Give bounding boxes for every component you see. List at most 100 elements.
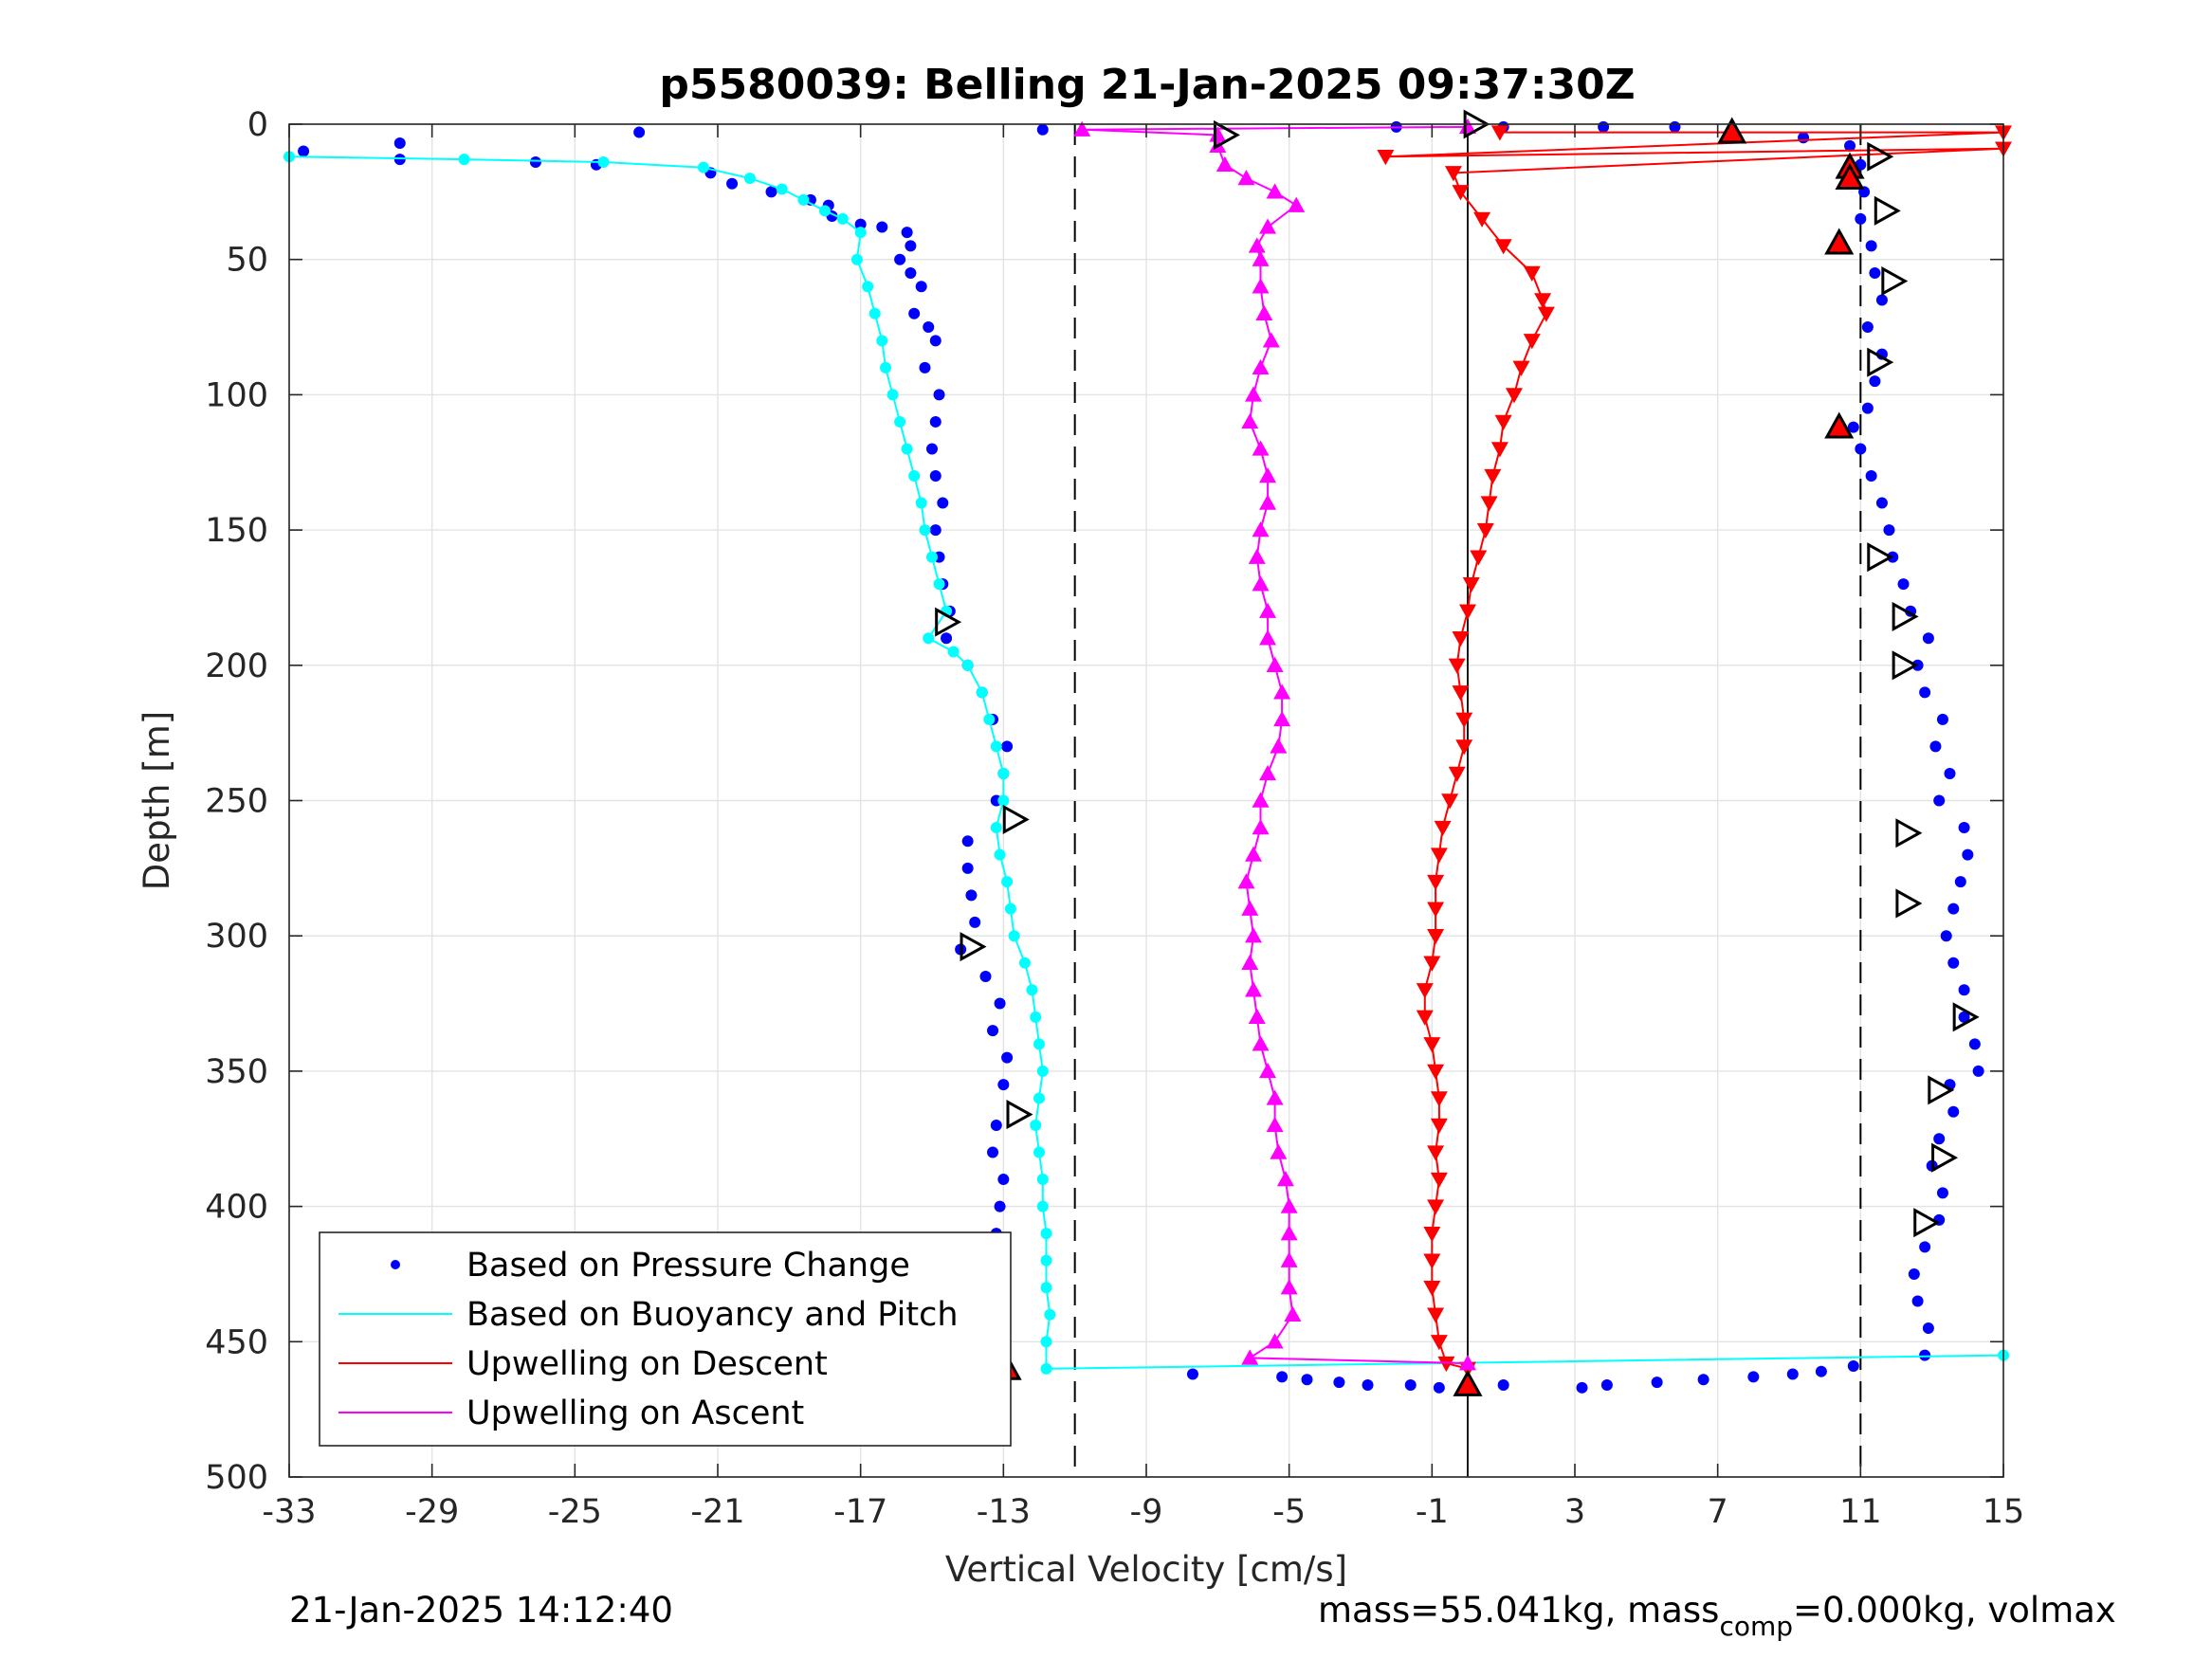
open-triangle-marker [1895,888,1923,919]
ascent-upwelling-point [1241,412,1259,429]
red-triangle-marker [1453,1369,1483,1396]
x-tick-label: -21 [690,1493,744,1531]
buoyancy-point [919,524,931,537]
ascent-upwelling-point [1266,1116,1284,1133]
buoyancy-point [915,497,927,509]
ascent-upwelling-point [1241,900,1259,916]
pressure-change-point [1847,1359,1859,1372]
x-tick-label: 11 [1839,1493,1882,1531]
mass-prefix: mass=55.041kg, mass [1318,1590,1720,1631]
descent-upwelling-point [1423,1037,1441,1053]
red-triangle-marker [1835,162,1865,190]
buoyancy-point [994,848,1006,861]
buoyancy-point [1033,1092,1045,1104]
series-upwelling-on-ascent [1073,118,1476,1371]
descent-upwelling-point [1416,1010,1434,1026]
ascent-upwelling-point [1245,981,1262,997]
pressure-change-point [1186,1368,1198,1380]
buoyancy-point [1018,957,1031,969]
open-triangle-marker [935,607,962,637]
pressure-change-point [1861,402,1874,414]
descent-upwelling-point [1473,211,1491,228]
descent-upwelling-point [1427,1307,1445,1323]
open-triangle-marker [1213,119,1240,150]
x-tick-label: -17 [833,1493,887,1531]
ascent-upwelling-point [1459,118,1476,135]
buoyancy-point [983,713,996,725]
legend-box [319,1231,1012,1447]
pressure-change-point [969,916,981,928]
ascent-upwelling-point [1252,575,1270,592]
ascent-upwelling-point [1252,521,1270,538]
descent-upwelling-point [1476,522,1494,539]
ascent-upwelling-point [1266,656,1284,672]
buoyancy-point [947,646,960,658]
series-upwelling-on-descent [1377,125,2012,1377]
descent-upwelling-point [1427,1064,1445,1080]
pressure-change-point [894,253,906,265]
ascent-upwelling-point [1209,126,1227,142]
pressure-change-point [1798,132,1810,144]
pressure-change-point [1933,794,1946,807]
pressure-change-point [1865,240,1877,252]
open-triangle-marker [1002,804,1030,835]
descent-upwelling-point [1427,902,1445,918]
pressure-change-point [905,266,917,279]
pressure-change-point [929,415,941,428]
pressure-change-point [1958,822,1970,834]
ascent-upwelling-point [1255,304,1273,320]
buoyancy-point [880,361,892,374]
descent-upwelling-point [1534,293,1552,309]
ascent-upwelling-point [1248,1008,1266,1025]
pressure-change-point [1919,1241,1931,1253]
x-tick-label: 15 [1983,1493,2025,1531]
descent-upwelling-point [1430,1335,1448,1351]
open-triangle-marker [1892,650,1919,681]
ascent-upwelling-point [1259,1062,1277,1079]
series-based-on-pressure-change [298,120,1984,1394]
pressure-change-point [929,470,941,483]
descent-upwelling-point [1430,848,1448,864]
buoyancy-point [1044,1308,1056,1321]
buoyancy-point [1040,1336,1052,1348]
x-tick-label: -29 [405,1493,459,1531]
descent-upwelling-point [1441,793,1459,810]
pressure-change-point [1600,1378,1613,1391]
y-tick-label: 350 [205,1053,268,1091]
buoyancy-point [923,632,935,645]
ascent-upwelling-point [1073,120,1091,137]
pressure-change-point [1861,321,1874,334]
pressure-change-point [937,497,949,509]
descent-upwelling-point [1423,1226,1441,1243]
pressure-change-point [1962,848,1974,861]
descent-upwelling-point [1452,631,1470,647]
x-tick-label: -33 [262,1493,316,1531]
pressure-change-point [1922,1322,1934,1335]
buoyancy-point [1040,1254,1052,1267]
buoyancy-point [868,307,881,319]
buoyancy-point [1033,1038,1045,1050]
pressure-change-point [1958,1011,1970,1023]
descent-upwelling-point [1448,658,1466,674]
buoyancy-point [1001,876,1014,888]
ascent-upwelling-point [1241,954,1259,970]
buoyancy-point [908,470,921,483]
x-tick-label: -25 [548,1493,602,1531]
pressure-change-point [1869,266,1881,279]
descent-upwelling-point [1423,1253,1441,1269]
footer-mass-info: mass=55.041kg, masscomp=0.000kg, volmax [1318,1590,2116,1642]
pressure-change-point [994,997,1006,1010]
open-triangle-marker [1874,195,1901,226]
buoyancy-point [1030,1011,1042,1023]
descent-upwelling-point [1459,604,1476,620]
ascent-upwelling-point [1252,819,1270,835]
descent-upwelling-point [1423,1281,1441,1297]
pressure-change-point [1933,1133,1946,1145]
ascent-upwelling-point [1280,1251,1298,1267]
buoyancy-point [1036,1065,1049,1077]
red-triangle-marker [1824,228,1855,255]
ascent-upwelling-point [1459,1355,1476,1371]
x-tick-label: 3 [1564,1493,1585,1531]
buoyancy-point [836,212,849,225]
pressure-change-point [1001,1051,1014,1064]
